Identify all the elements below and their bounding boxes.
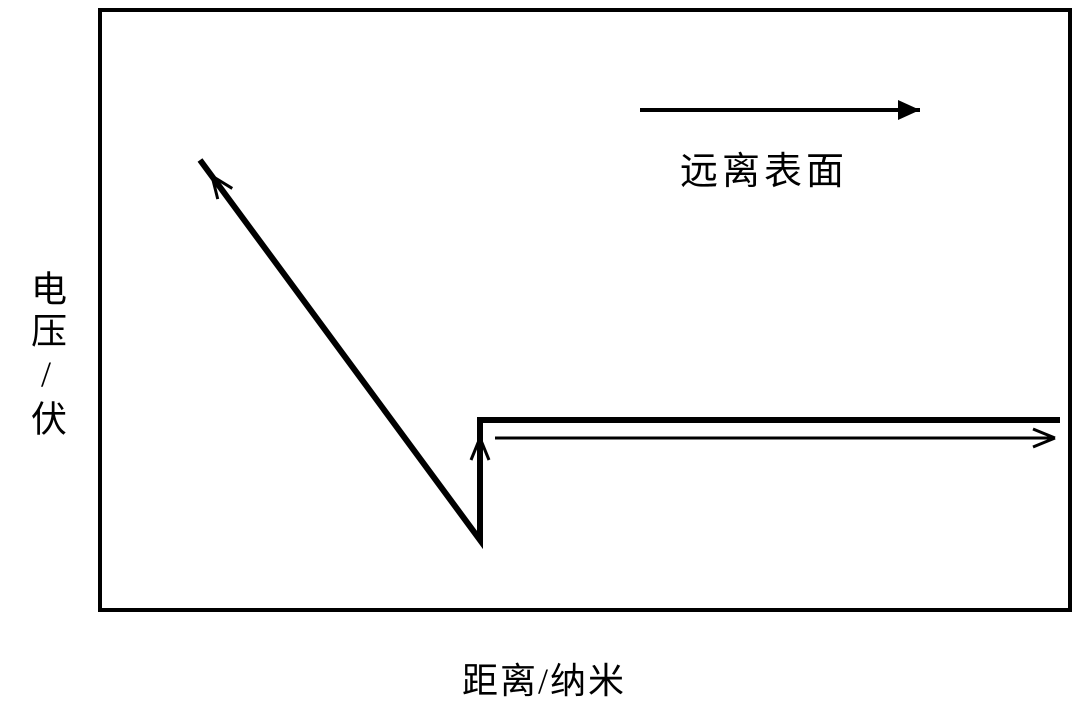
- voltage-distance-curve: [200, 160, 1060, 540]
- y-axis-label: 电压/伏: [20, 270, 72, 442]
- legend-label: 远离表面: [680, 140, 848, 195]
- plot-box: [100, 10, 1070, 610]
- diagram-svg: [0, 0, 1088, 712]
- diagram-root: 电压/伏 距离/纳米 远离表面: [0, 0, 1088, 712]
- x-axis-label: 距离/纳米: [462, 652, 626, 704]
